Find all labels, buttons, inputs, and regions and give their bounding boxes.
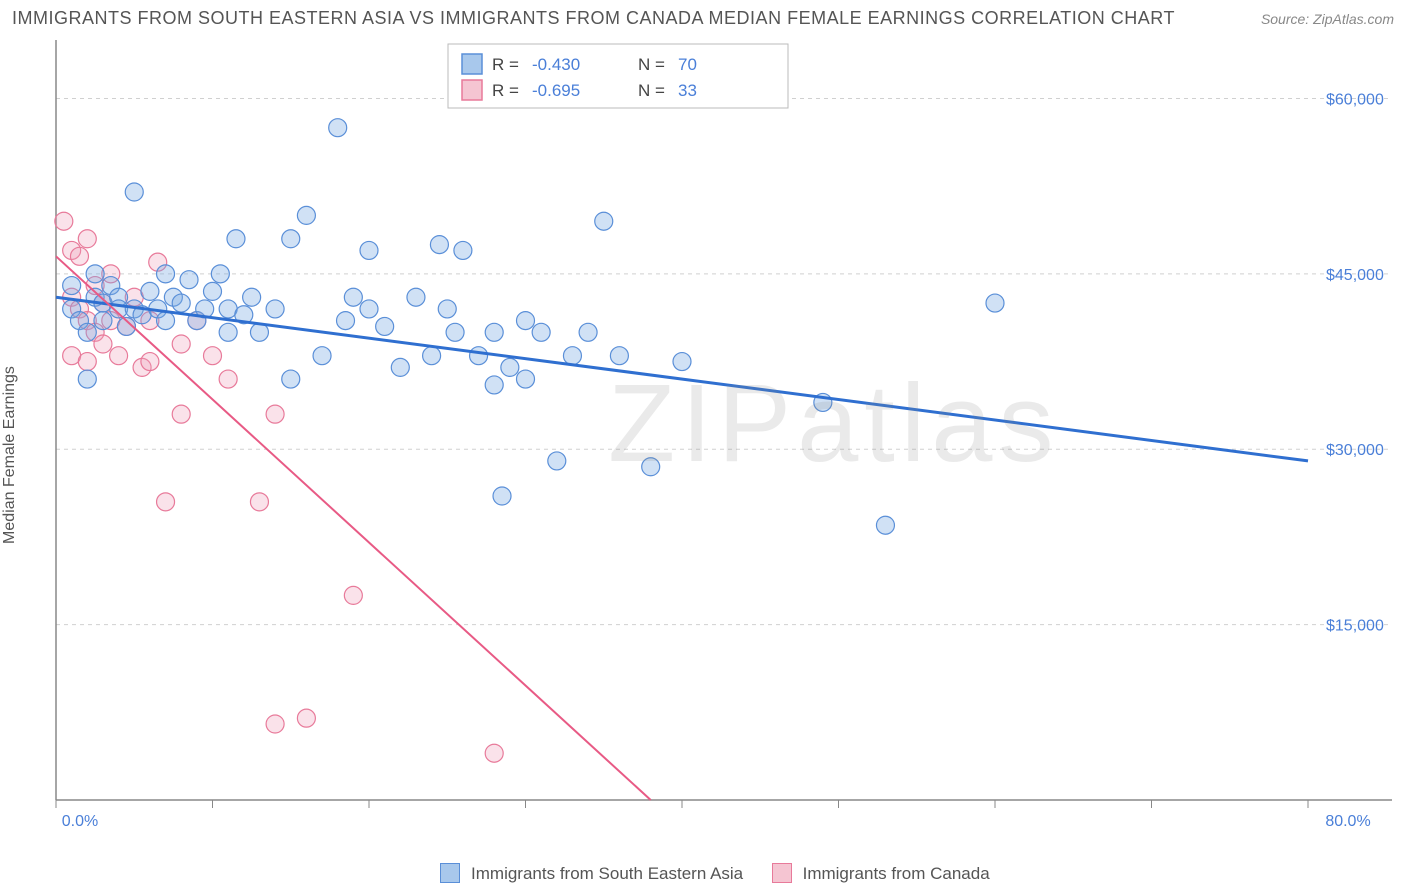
- scatter-plot-svg: $15,000 $30,000 $45,000 $60,000 0.0% 80.0% R =…: [48, 40, 1392, 830]
- svg-text:N =: N =: [638, 55, 665, 74]
- svg-text:33: 33: [678, 81, 697, 100]
- svg-text:-0.695: -0.695: [532, 81, 580, 100]
- legend-swatch-pink: [772, 863, 792, 883]
- svg-text:N =: N =: [638, 81, 665, 100]
- legend-swatch-blue: [440, 863, 460, 883]
- svg-text:$15,000: $15,000: [1326, 618, 1384, 635]
- chart-plot-area: $15,000 $30,000 $45,000 $60,000 0.0% 80.0% R =…: [48, 40, 1392, 830]
- svg-text:$30,000: $30,000: [1326, 442, 1384, 459]
- bottom-legend: Immigrants from South Eastern Asia Immig…: [0, 863, 1406, 884]
- svg-text:70: 70: [678, 55, 697, 74]
- svg-text:80.0%: 80.0%: [1325, 813, 1370, 830]
- legend-label-blue: Immigrants from South Eastern Asia: [471, 864, 743, 883]
- svg-text:0.0%: 0.0%: [62, 813, 98, 830]
- chart-header: IMMIGRANTS FROM SOUTH EASTERN ASIA VS IM…: [12, 8, 1394, 29]
- legend-label-pink: Immigrants from Canada: [803, 864, 990, 883]
- y-axis-label: Median Female Earnings: [1, 366, 19, 544]
- svg-text:R =: R =: [492, 55, 519, 74]
- svg-text:-0.430: -0.430: [532, 55, 580, 74]
- svg-text:$45,000: $45,000: [1326, 267, 1384, 284]
- svg-text:$60,000: $60,000: [1326, 91, 1384, 108]
- source-attribution: Source: ZipAtlas.com: [1261, 11, 1394, 27]
- chart-title: IMMIGRANTS FROM SOUTH EASTERN ASIA VS IM…: [12, 8, 1175, 29]
- svg-text:R =: R =: [492, 81, 519, 100]
